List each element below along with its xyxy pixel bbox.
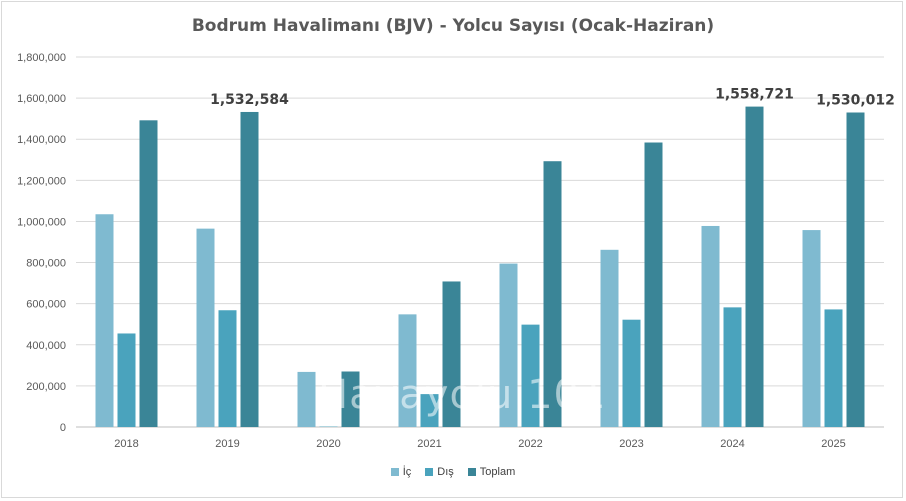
bar-i̇ç-2019 — [196, 228, 215, 427]
x-tick-label: 2024 — [720, 438, 744, 450]
bar-i̇ç-2023 — [600, 249, 619, 427]
data-label: 1,530,012 — [816, 92, 895, 108]
bar-dış-2024 — [723, 307, 742, 427]
x-tick-label: 2021 — [417, 438, 441, 450]
bar-i̇ç-2021 — [398, 314, 417, 427]
bar-i̇ç-2020 — [297, 371, 316, 427]
legend: İç Dış Toplam — [0, 466, 906, 478]
bar-dış-2023 — [622, 319, 641, 427]
y-tick-label: 0 — [60, 422, 66, 434]
bar-i̇ç-2018 — [95, 214, 114, 427]
bar-i̇ç-2024 — [701, 225, 720, 427]
bar-i̇ç-2025 — [802, 230, 821, 427]
x-tick-label: 2025 — [821, 438, 845, 450]
legend-label: İç — [402, 466, 412, 478]
legend-item: Toplam — [467, 466, 516, 478]
chart-title: Bodrum Havalimanı (BJV) - Yolcu Sayısı (… — [191, 16, 715, 36]
bar-dış-2021 — [420, 394, 439, 427]
legend-swatch — [390, 468, 399, 476]
bar-toplam-2018 — [139, 120, 158, 428]
x-tick-label: 2023 — [619, 438, 643, 450]
y-tick-label: 1,200,000 — [17, 175, 66, 187]
y-tick-label: 800,000 — [26, 258, 66, 270]
y-tick-label: 1,400,000 — [17, 134, 66, 146]
bar-dış-2018 — [117, 333, 136, 427]
y-tick-label: 1,600,000 — [17, 93, 66, 105]
bar-dış-2019 — [218, 310, 237, 427]
x-tick-label: 2020 — [316, 438, 340, 450]
legend-label: Toplam — [479, 466, 516, 478]
bar-toplam-2025 — [846, 112, 865, 428]
bar-toplam-2019 — [240, 111, 259, 427]
legend-label: Dış — [437, 466, 454, 478]
data-label: 1,558,721 — [715, 87, 794, 103]
y-tick-label: 200,000 — [26, 381, 66, 393]
y-tick-label: 400,000 — [26, 340, 66, 352]
legend-swatch — [425, 468, 434, 476]
x-tick-label: 2019 — [215, 438, 239, 450]
y-tick-label: 1,000,000 — [17, 216, 66, 228]
legend-swatch — [467, 468, 476, 476]
bar-toplam-2023 — [644, 142, 663, 427]
y-tick-label: 1,800,000 — [17, 52, 66, 64]
x-tick-label: 2018 — [114, 438, 138, 450]
legend-item: Dış — [425, 466, 454, 478]
legend-item: İç — [390, 466, 412, 478]
y-tick-label: 600,000 — [26, 299, 66, 311]
bar-toplam-2021 — [442, 281, 461, 427]
data-label: 1,532,584 — [210, 92, 289, 108]
bar-toplam-2022 — [543, 161, 562, 427]
bar-toplam-2024 — [745, 106, 764, 427]
bar-dış-2022 — [521, 324, 540, 427]
bar-dış-2025 — [824, 309, 843, 427]
x-tick-label: 2022 — [518, 438, 542, 450]
bar-i̇ç-2022 — [499, 263, 518, 427]
bar-toplam-2020 — [341, 371, 360, 427]
